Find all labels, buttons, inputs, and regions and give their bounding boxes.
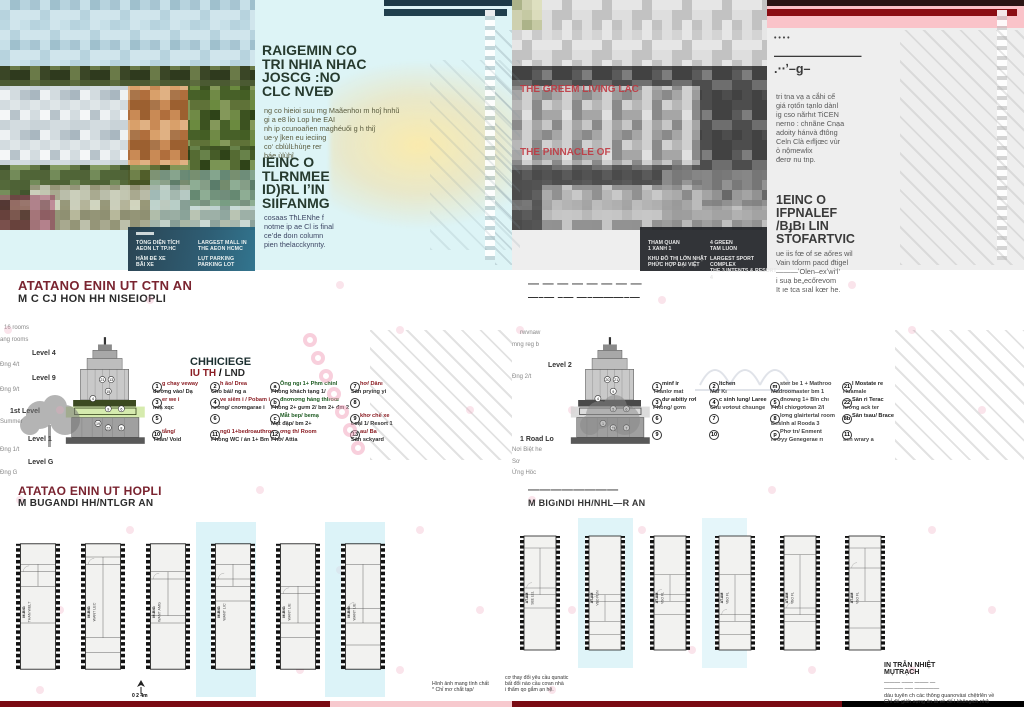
svg-text:0 2 4m: 0 2 4m [132, 693, 148, 698]
svg-text:SEE LEL: SEE LEL [530, 591, 534, 605]
svg-text:WANT LEC: WANT LEC [93, 602, 97, 621]
svg-text:AT.AM: AT.AM [590, 593, 594, 604]
svg-text:M.BIG: M.BIG [151, 606, 156, 617]
svg-text:21: 21 [614, 378, 618, 382]
svg-text:VBO FL: VBO FL [660, 592, 664, 604]
svg-text:WANT LIC: WANT LIC [223, 603, 227, 621]
svg-text:AT.AM: AT.AM [655, 593, 659, 604]
svg-text:M.BIG: M.BIG [216, 606, 221, 617]
svg-text:AT.AM: AT.AM [720, 593, 724, 604]
svg-text:WANT LIE: WANT LIE [288, 603, 292, 621]
svg-text:WANT AMG: WANT AMG [158, 602, 162, 622]
svg-text:WANT LIE: WANT LIE [353, 603, 357, 621]
svg-text:THE PINNACLE OF: THE PINNACLE OF [520, 147, 611, 158]
svg-text:VBO FLIN: VBO FLIN [595, 590, 599, 606]
svg-text:VBO FL: VBO FL [855, 592, 859, 604]
svg-text:AT.AM: AT.AM [850, 593, 854, 604]
svg-text:THAN WELT: THAN WELT [28, 601, 32, 623]
svg-text:VBO FL: VBO FL [725, 592, 729, 604]
svg-text:AT.AM: AT.AM [525, 593, 529, 604]
svg-text:M.BIG: M.BIG [346, 606, 351, 617]
svg-text:AT.AM: AT.AM [785, 593, 789, 604]
svg-text:M.BIG: M.BIG [281, 606, 286, 617]
svg-text:M.BIG: M.BIG [86, 606, 91, 617]
svg-text:9: 9 [612, 390, 614, 394]
svg-text:THE GREEM LIVING LAC: THE GREEM LIVING LAC [520, 84, 639, 95]
svg-text:20: 20 [605, 378, 609, 382]
svg-text:M.BIG: M.BIG [21, 606, 26, 617]
svg-text:VBO FL: VBO FL [790, 592, 794, 604]
